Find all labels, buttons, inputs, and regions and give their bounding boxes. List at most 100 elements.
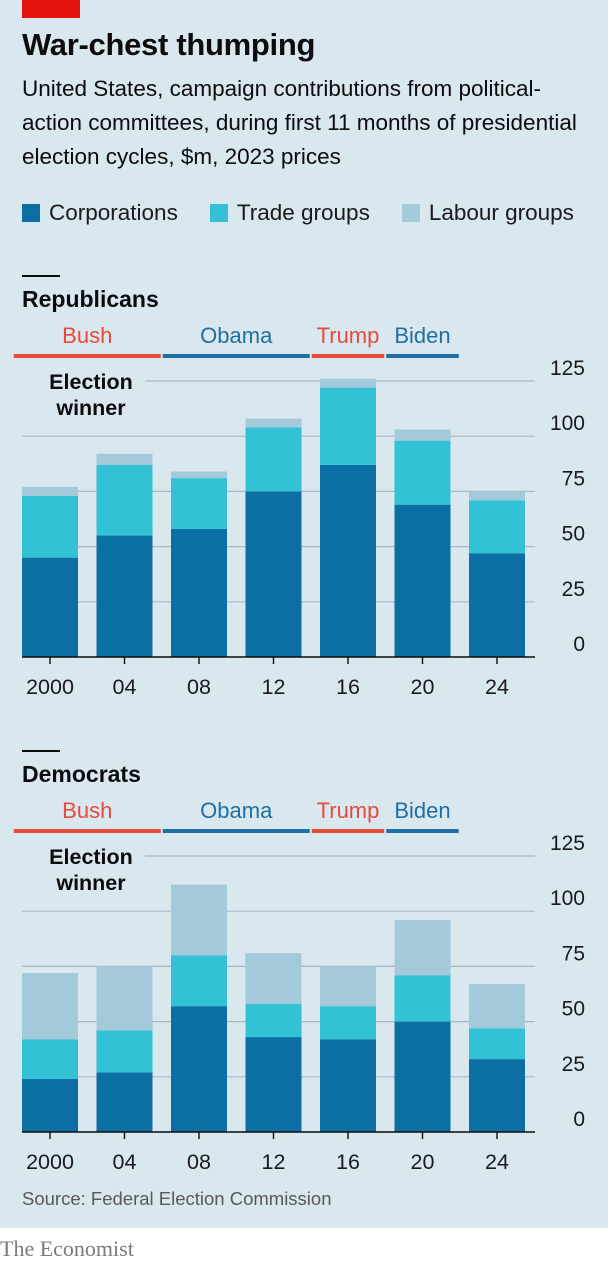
bar-democrats-08-corporations [171,1006,227,1132]
panel-title: Democrats [22,761,141,787]
x-tick-label-2000: 2000 [26,1150,74,1174]
bar-democrats-12-labour-groups [245,953,302,1004]
x-tick-label-04: 04 [113,675,137,699]
legend-swatch-trade-groups [209,204,228,222]
y-tick-label-0: 0 [573,1108,585,1131]
x-tick-label-2000: 2000 [26,675,74,699]
chart-panel-republicans: Republicans Bush Obama Trump Biden 0 25 50 75 100… [13,275,585,699]
x-tick-label-08: 08 [187,675,211,699]
bar-democrats-20-trade-groups [394,975,451,1022]
election-winner-label-line2: winner [55,871,126,895]
bar-democrats-16-trade-groups [320,1006,376,1040]
bar-democrats-2000-labour-groups [22,973,78,1040]
bar-republicans-16-corporations [320,464,376,657]
winner-label-bush: Bush [62,323,112,348]
legend-item-corporations: Corporations [22,200,178,226]
bar-republicans-20-trade-groups [394,440,451,505]
legend-item-labour-groups: Labour groups [401,200,574,226]
bar-democrats-08-labour-groups [171,884,227,956]
y-tick-label-125: 125 [550,832,585,855]
winner-label-biden: Biden [394,323,450,348]
bar-democrats-12-corporations [245,1037,302,1132]
bar-republicans-08-trade-groups [171,478,227,529]
bar-republicans-04-corporations [96,535,153,657]
legend-label-corporations: Corporations [49,200,178,225]
chart-card: War-chest thumping United States, campai… [0,0,608,1228]
brand-red-tag [22,0,80,18]
x-tick-label-16: 16 [336,675,360,699]
bar-republicans-12-corporations [245,491,302,657]
bar-democrats-16-labour-groups [320,966,376,1007]
legend: Corporations Trade groups Labour groups [22,198,574,228]
x-tick-label-24: 24 [485,675,509,699]
bar-democrats-04-trade-groups [96,1030,153,1073]
bar-republicans-08-corporations [171,528,227,657]
bar-republicans-2000-labour-groups [22,486,78,496]
brand-wordmark: The Economist [0,1236,134,1261]
y-tick-label-75: 75 [562,942,585,965]
election-winner-label-line2: winner [55,396,126,420]
x-tick-label-08: 08 [187,1150,211,1174]
bar-republicans-2000-trade-groups [22,495,78,558]
x-tick-label-16: 16 [336,1150,360,1174]
bar-republicans-24-trade-groups [469,500,525,554]
legend-swatch-corporations [22,204,40,222]
bar-democrats-16-corporations [320,1039,376,1132]
bar-republicans-04-trade-groups [96,464,153,536]
y-tick-label-125: 125 [550,357,585,380]
bar-republicans-16-trade-groups [320,387,376,465]
winner-label-obama: Obama [200,798,273,823]
bar-republicans-12-labour-groups [245,418,302,428]
x-tick-label-20: 20 [411,1150,435,1174]
x-tick-label-12: 12 [262,675,286,699]
legend-swatch-labour-groups [401,204,420,222]
y-tick-label-100: 100 [550,887,585,910]
bar-democrats-24-labour-groups [469,984,525,1029]
chart-panel-democrats: Democrats Bush Obama Trump Biden 0 25 50 75 100 12… [13,750,585,1174]
bar-democrats-24-trade-groups [469,1028,525,1060]
bar-democrats-24-corporations [469,1059,525,1132]
y-tick-label-50: 50 [562,523,585,546]
bar-republicans-08-labour-groups [171,471,227,479]
winner-label-bush: Bush [62,798,112,823]
bar-republicans-16-labour-groups [320,378,376,388]
source-note: Source: Federal Election Commission [22,1188,332,1209]
y-tick-label-0: 0 [573,633,585,656]
bar-democrats-20-corporations [394,1021,451,1132]
winner-label-trump: Trump [317,323,380,348]
y-tick-label-100: 100 [550,412,585,435]
bar-republicans-12-trade-groups [245,427,302,492]
chart-panels: Republicans Bush Obama Trump Biden 0 25 50 75 100… [13,275,585,1174]
y-tick-label-25: 25 [562,1053,585,1076]
bar-republicans-24-corporations [469,553,525,657]
bar-democrats-04-corporations [96,1072,153,1132]
x-tick-label-12: 12 [262,1150,286,1174]
panel-title: Republicans [22,286,159,312]
x-tick-label-20: 20 [411,675,435,699]
bar-democrats-04-labour-groups [96,966,153,1031]
bar-republicans-20-labour-groups [394,429,451,441]
bar-democrats-12-trade-groups [245,1003,302,1038]
legend-label-labour-groups: Labour groups [428,200,574,225]
winner-label-trump: Trump [317,798,380,823]
x-tick-label-24: 24 [485,1150,509,1174]
bar-republicans-04-labour-groups [96,453,153,465]
bar-republicans-2000-corporations [22,557,78,657]
y-tick-label-50: 50 [562,998,585,1021]
y-tick-label-75: 75 [562,467,585,490]
y-tick-label-25: 25 [562,578,585,601]
bar-democrats-2000-trade-groups [22,1039,78,1080]
x-tick-label-04: 04 [113,1150,137,1174]
winner-label-biden: Biden [394,798,450,823]
bar-republicans-24-labour-groups [469,491,525,501]
bar-democrats-20-labour-groups [394,920,451,976]
chart-title: War-chest thumping [22,27,316,62]
bar-democrats-2000-corporations [22,1079,78,1132]
election-winner-label-line1: Election [49,370,133,394]
winner-label-obama: Obama [200,323,273,348]
bar-republicans-20-corporations [394,504,451,657]
bar-democrats-08-trade-groups [171,955,227,1007]
chart-subtitle: United States, campaign contributions fr… [22,76,577,169]
election-winner-label-line1: Election [49,845,133,869]
legend-item-trade-groups: Trade groups [209,200,370,226]
